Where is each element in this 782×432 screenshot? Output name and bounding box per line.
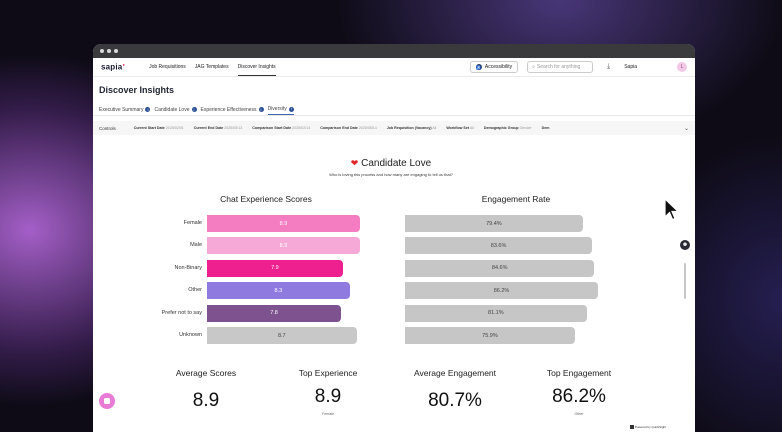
top-engagement-label: Top Engagement <box>546 368 612 378</box>
row-label: Unknown <box>179 332 202 338</box>
quicksight-icon <box>629 425 634 429</box>
top-experience-sub: Female <box>322 412 334 416</box>
side-panel-button[interactable]: ☻ <box>680 240 690 250</box>
search-input[interactable]: ⌕ Search for anything <box>527 61 594 73</box>
search-icon: ⌕ <box>532 64 535 70</box>
tab-executive-summary[interactable]: Executive Summary i <box>99 104 151 115</box>
tab-label: Executive Summary <box>99 106 144 113</box>
sapia-logo[interactable]: sapia● <box>101 62 126 72</box>
row-label: Non-Binary <box>174 264 202 271</box>
nav-jag-templates[interactable]: JAG Templates <box>194 64 229 70</box>
row-label: Other <box>188 287 202 294</box>
top-engagement-sub: Other <box>574 412 584 416</box>
filter-workflow-set[interactable]: Workflow Set All <box>446 126 474 130</box>
chat-score-bar[interactable]: 8.9 <box>207 215 360 232</box>
close-dot[interactable] <box>100 49 104 53</box>
chat-score-bar[interactable]: 8.3 <box>207 282 350 300</box>
average-scores-value: 8.9 <box>192 390 220 411</box>
nav-job-requisitions[interactable]: Job Requisitions <box>149 64 186 70</box>
chat-score-bar[interactable]: 7.8 <box>207 304 342 322</box>
row-label: Female <box>183 220 202 226</box>
engagement-rate-bar[interactable]: 84.6% <box>405 259 595 277</box>
top-nav: sapia● Job Requisitions JAG Templates Di… <box>93 58 695 77</box>
engagement-rate-bar[interactable]: 86.2% <box>405 282 598 300</box>
average-scores-label: Average Scores <box>175 368 237 378</box>
row-label: Prefer not to say <box>161 309 202 316</box>
info-icon[interactable]: i <box>258 107 264 112</box>
accessibility-label: Accessibility <box>484 64 513 70</box>
chat-score-bar[interactable]: 7.9 <box>207 259 343 277</box>
chat-scores-title: Chat Experience Scores <box>220 194 312 204</box>
avatar[interactable]: L <box>677 62 687 72</box>
engagement-rate-bar[interactable]: 81.1% <box>405 304 587 322</box>
search-placeholder: Search for anything <box>536 64 581 70</box>
maximize-dot[interactable] <box>114 49 118 53</box>
download-icon[interactable]: ⤓ <box>607 63 611 70</box>
mouse-cursor-icon <box>664 198 680 221</box>
filter-comparison-end[interactable]: Comparison End Date 2025/05/14 <box>320 126 377 130</box>
tab-label: Candidate Love <box>154 106 190 113</box>
engagement-rate-bar[interactable]: 83.6% <box>405 237 593 255</box>
tab-label: Experience Effectiveness <box>200 106 257 113</box>
info-icon[interactable]: i <box>288 106 294 112</box>
filter-current-end[interactable]: Current End Date 2025/05/13 <box>193 126 243 130</box>
filter-comparison-start[interactable]: Comparison Start Date 2025/02/14 <box>252 126 311 130</box>
filter-demographic-group[interactable]: Demographic Group Gender <box>483 126 532 130</box>
card-title: ❤ Candidate Love <box>106 158 676 169</box>
controls-bar: Controls Current Start Date 2025/02/01 C… <box>93 121 695 135</box>
row-label: Male <box>190 242 202 249</box>
accessibility-button[interactable]: ♿ Accessibility <box>469 61 519 73</box>
average-engagement-value: 80.7% <box>428 390 482 411</box>
candidate-love-card: ❤ Candidate Love Who is loving this proc… <box>106 150 676 432</box>
filter-current-start[interactable]: Current Start Date 2025/02/01 <box>133 126 184 130</box>
tab-candidate-love[interactable]: Candidate Love i <box>154 104 197 115</box>
average-engagement-label: Average Engagement <box>413 368 497 378</box>
controls-label[interactable]: Controls <box>99 125 116 131</box>
filter-dem[interactable]: Dem <box>541 126 550 130</box>
engagement-rate-bar[interactable]: 75.9% <box>405 327 575 344</box>
page-title: Discover Insights <box>99 85 175 95</box>
top-engagement-value: 86.2% <box>552 386 606 407</box>
window-titlebar <box>93 44 695 58</box>
org-name[interactable]: Sapia <box>624 64 637 70</box>
nav-discover-insights[interactable]: Discover Insights <box>237 64 276 76</box>
card-title-text: Candidate Love <box>361 158 432 169</box>
top-experience-value: 8.9 <box>314 386 342 407</box>
top-experience-label: Top Experience <box>298 368 358 378</box>
chat-widget-button[interactable] <box>99 393 115 409</box>
powered-by-text: Powered by QuickSight <box>634 425 666 429</box>
card-subtitle: Who is loving this process and how many … <box>329 172 453 177</box>
minimize-dot[interactable] <box>107 49 111 53</box>
chat-score-bar[interactable]: 8.7 <box>207 327 357 344</box>
engagement-rate-bar[interactable]: 79.4% <box>405 215 583 232</box>
chevron-down-icon[interactable]: ⌄ <box>683 125 689 132</box>
heart-icon: ❤ <box>350 158 359 168</box>
info-icon[interactable]: i <box>191 107 197 112</box>
tab-experience-effectiveness[interactable]: Experience Effectiveness i <box>201 104 264 115</box>
accessibility-icon: ♿ <box>475 64 482 70</box>
chat-icon <box>104 398 110 404</box>
insight-tabs: Executive Summary i Candidate Love i Exper… <box>93 99 695 116</box>
filter-job-requisition[interactable]: Job Requisition (Vacancy) All <box>386 126 437 130</box>
tab-diversity[interactable]: Diversity i <box>267 104 294 115</box>
tab-label: Diversity <box>267 106 287 112</box>
info-icon[interactable]: i <box>145 107 151 112</box>
engagement-rate-title: Engagement Rate <box>481 194 551 204</box>
chat-score-bar[interactable]: 8.9 <box>207 237 360 255</box>
scrollbar-thumb[interactable] <box>684 263 686 299</box>
powered-by: Powered by QuickSight <box>629 425 666 429</box>
